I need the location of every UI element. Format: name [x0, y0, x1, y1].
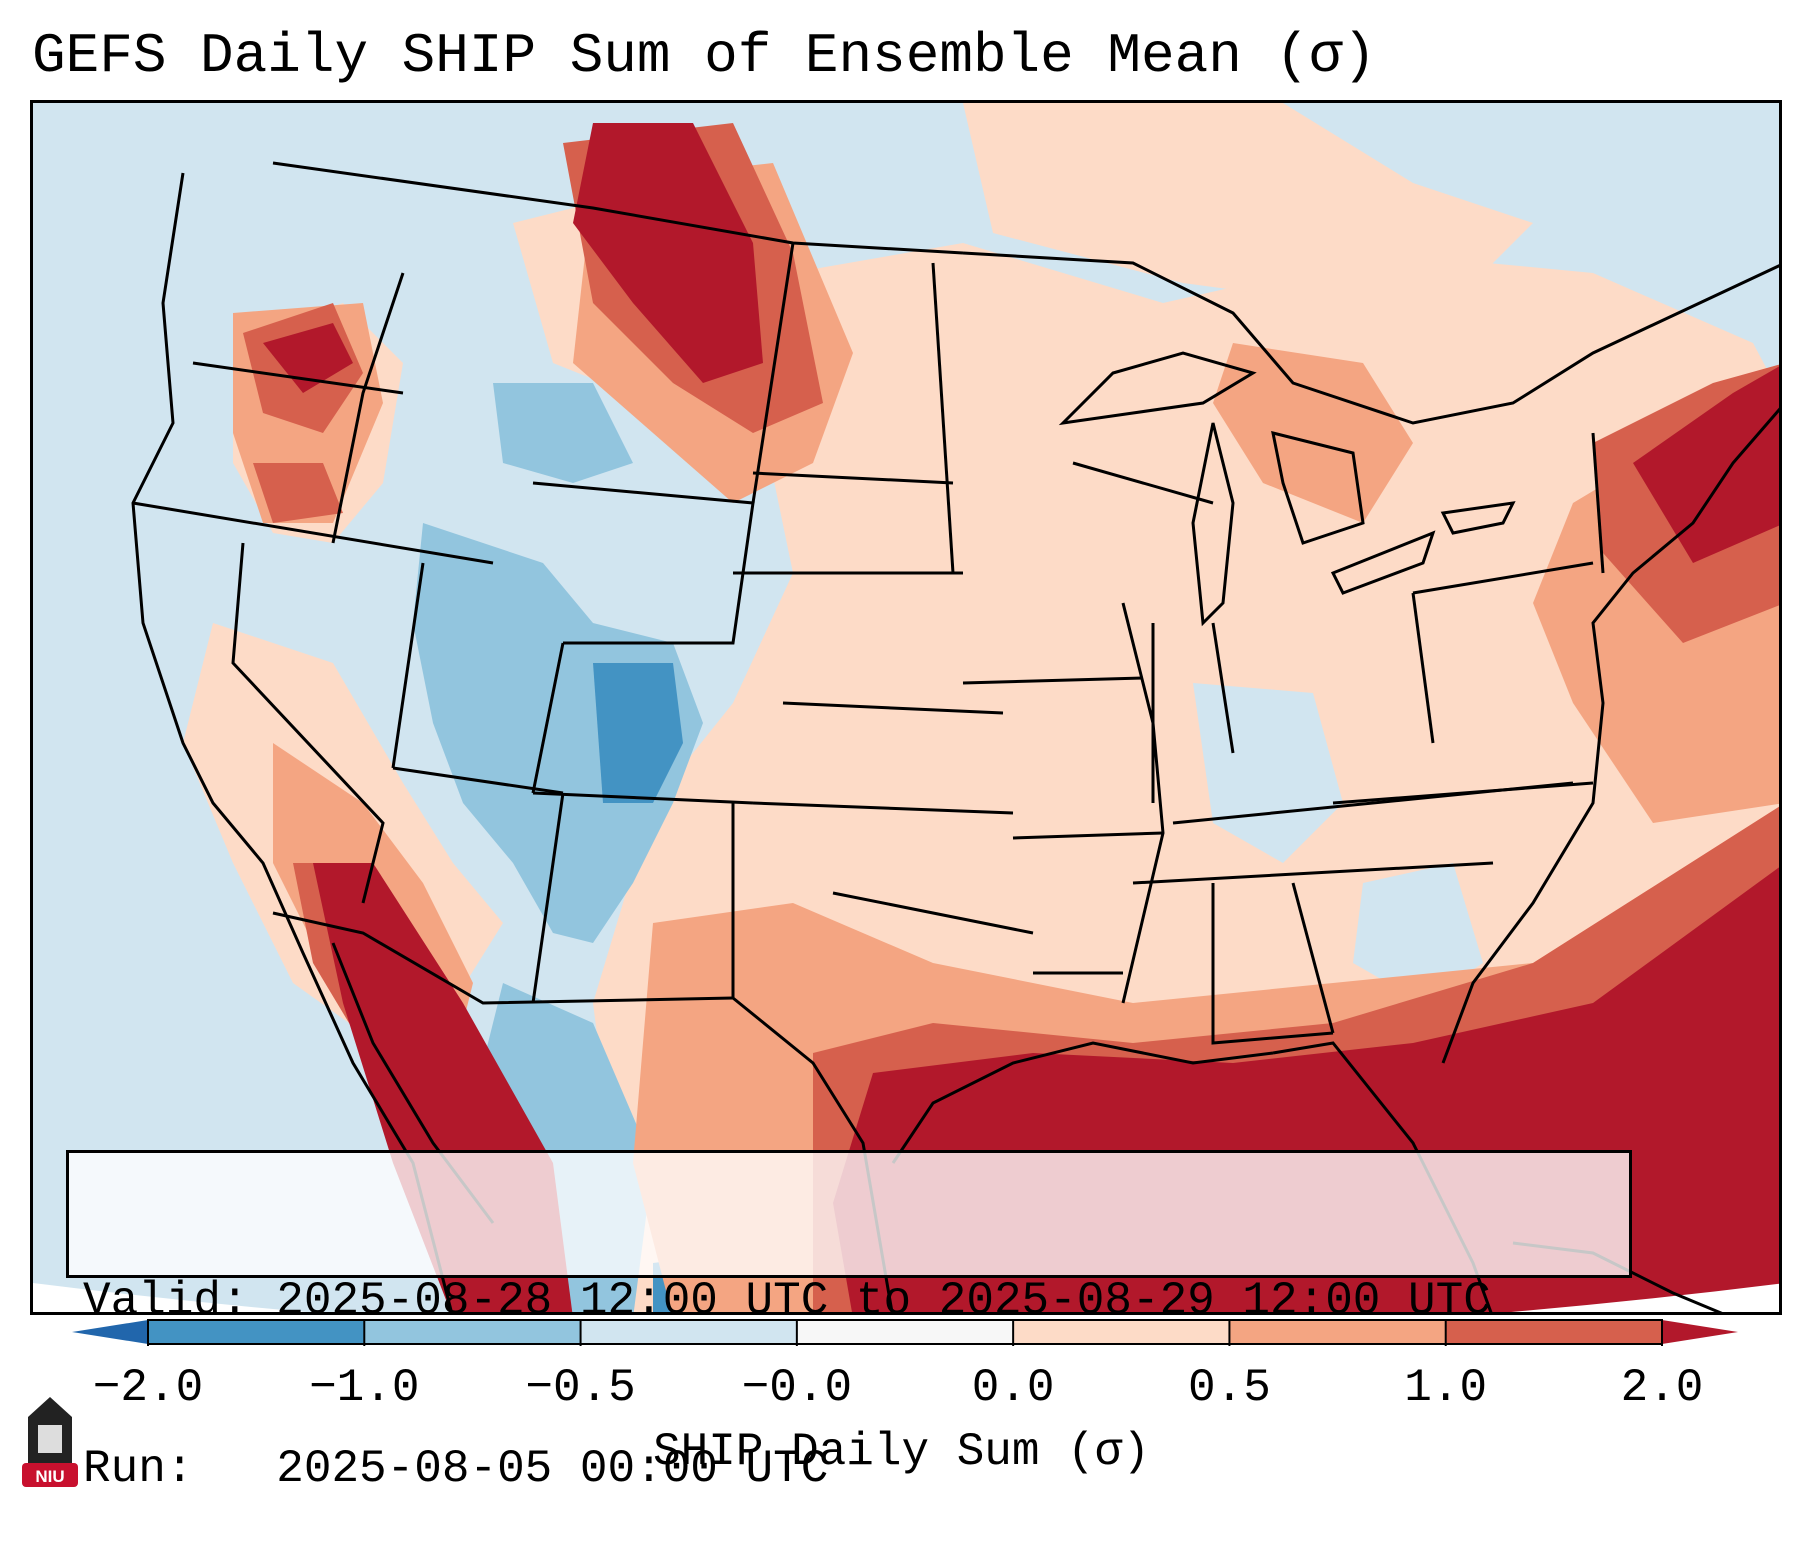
lake-ontario — [1440, 501, 1516, 535]
border-ks-ok — [752, 801, 1014, 815]
border-wi-mi — [1072, 461, 1214, 505]
colorbar — [72, 1319, 1738, 1346]
border-tn-al — [1132, 861, 1494, 885]
border-ok-tx — [832, 891, 1034, 935]
colorbar-bin — [148, 1320, 365, 1344]
coast-florida — [1272, 1041, 1493, 1312]
colorbar-label: SHIP Daily Sum (σ) — [653, 1426, 1150, 1478]
lake-superior — [1058, 351, 1257, 426]
border-ca-nv — [231, 542, 385, 904]
border-mt-nd — [751, 242, 795, 504]
coast-atlantic — [1441, 407, 1779, 1064]
projection-edge — [33, 1283, 1779, 1312]
colorbar-bin — [1229, 1320, 1447, 1344]
colorbar-bin — [1013, 1320, 1230, 1344]
field-low-colorado — [593, 663, 683, 803]
border-ny-nh — [1591, 432, 1605, 574]
colorbar-tick-label: −1.0 — [309, 1362, 420, 1414]
border-or-ca-nv — [132, 501, 494, 565]
niu-logo: NIU — [22, 1397, 78, 1487]
border-canada-west — [272, 161, 964, 255]
border-nd-sd — [752, 471, 954, 485]
border-ut-co — [531, 642, 565, 794]
run-time-text: Run: 2025-08-05 00:00 UTC — [83, 1443, 829, 1495]
colorbar-tick-label: −2.0 — [92, 1362, 204, 1414]
border-ia-mo — [962, 676, 1144, 685]
border-oh-pa — [1411, 592, 1435, 744]
state-boundaries — [132, 161, 1779, 1045]
field-very-high-montana — [573, 123, 763, 383]
field-very-high-washington — [263, 323, 353, 393]
colorbar-tick-label: −0.5 — [525, 1362, 636, 1414]
border-mo-ar — [1012, 831, 1164, 840]
logo-window — [38, 1425, 62, 1453]
border-idaho — [331, 272, 405, 544]
field-moderate-great-lakes — [1213, 343, 1413, 523]
border-mx-sw — [272, 911, 734, 1005]
map-canvas — [33, 103, 1779, 1312]
border-canada-east — [962, 251, 1779, 425]
plot-title: GEFS Daily SHIP Sum of Ensemble Mean (σ) — [32, 24, 1377, 88]
field-slight-positive-ne-canada — [963, 103, 1533, 303]
colorbar-tick-label: 1.0 — [1404, 1362, 1488, 1414]
border-ne-ks — [782, 701, 1004, 715]
colorbar-tick-label: 0.0 — [971, 1362, 1055, 1414]
field-slight-negative-southeast — [1353, 863, 1483, 1003]
border-pa-ny — [1412, 561, 1594, 595]
lake-huron — [1271, 430, 1365, 545]
lake-michigan — [1191, 422, 1235, 627]
colorbar-tick-label: 2.0 — [1620, 1362, 1704, 1414]
border-mn — [931, 262, 955, 574]
border-nc-va — [1332, 781, 1594, 805]
border-co-nm — [532, 791, 754, 805]
border-oh-in — [1211, 622, 1235, 754]
logo-banner — [22, 1463, 78, 1487]
colorbar-tick-label: −0.0 — [741, 1362, 853, 1414]
field-very-high-northeast — [1633, 366, 1779, 563]
colorbar-bin — [580, 1320, 798, 1344]
field-high-oregon-south — [253, 463, 343, 523]
great-lakes — [1058, 351, 1516, 627]
border-wa-or — [192, 361, 404, 395]
colorbar-under-arrow — [72, 1320, 148, 1344]
colorbar-bin — [796, 1320, 1014, 1344]
valid-time-text: Valid: 2025-08-28 12:00 UTC to 2025-08-2… — [83, 1275, 1491, 1327]
logo-text: NIU — [35, 1467, 64, 1486]
border-az-nm — [531, 792, 565, 1004]
colorbar-tick-label: 0.5 — [1188, 1362, 1271, 1414]
colorbar-over-arrow — [1662, 1320, 1738, 1344]
colorbar-bin — [1445, 1320, 1663, 1344]
field-moderate-negative-rockies — [413, 523, 703, 943]
coast-pacific — [131, 172, 454, 1312]
map-panel — [30, 100, 1782, 1315]
validity-info-box: Valid: 2025-08-28 12:00 UTC to 2025-08-2… — [66, 1150, 1632, 1495]
border-ga-sc — [1291, 882, 1335, 1034]
border-al-ga — [1211, 883, 1334, 1045]
field-moderate-negative-idaho — [493, 383, 633, 483]
border-nv-ut — [391, 562, 425, 769]
colorbar-bin — [364, 1320, 582, 1344]
border-mississippi — [1121, 602, 1165, 1004]
lake-erie — [1330, 530, 1436, 595]
coast-texas-louisiana — [891, 1041, 1274, 1164]
